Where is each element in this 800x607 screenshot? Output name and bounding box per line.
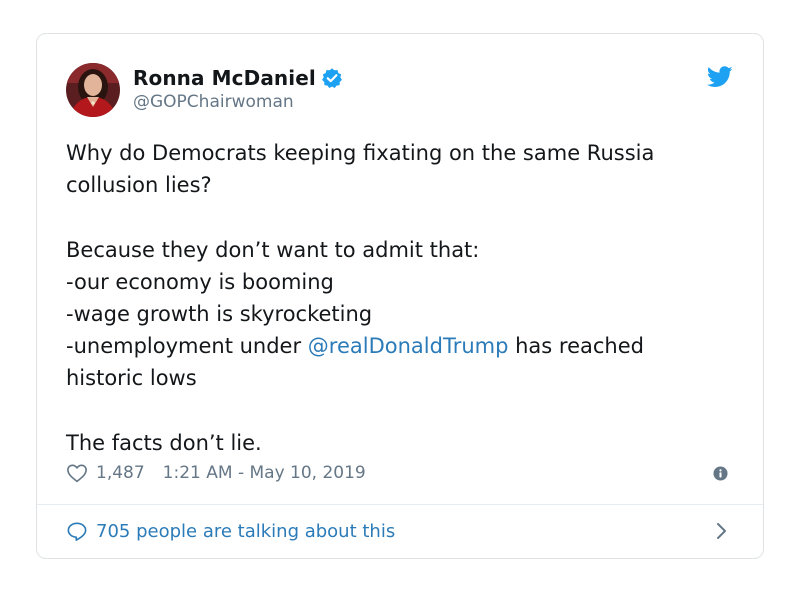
divider — [37, 504, 763, 505]
tweet-blank-line — [66, 201, 746, 233]
twitter-bird-icon[interactable] — [706, 66, 733, 88]
info-icon[interactable] — [713, 466, 728, 481]
tweet-line: Because they don’t want to admit that: — [66, 237, 480, 262]
verified-badge-icon — [321, 67, 343, 89]
talking-about-link[interactable]: 705 people are talking about this — [66, 517, 395, 545]
speech-bubble-icon — [66, 521, 88, 541]
tweet-line: collusion lies? — [66, 173, 212, 198]
talking-about-label[interactable]: 705 people are talking about this — [96, 520, 396, 542]
avatar[interactable] — [66, 63, 120, 117]
tweet-card: Ronna McDaniel @GOPChairwoman Why do Dem… — [36, 33, 764, 559]
tweet-line: historic lows — [66, 366, 197, 391]
tweet-text: Why do Democrats keeping fixating on the… — [66, 137, 746, 459]
tweet-timestamp[interactable]: 1:21 AM - May 10, 2019 — [162, 463, 366, 483]
mention-link[interactable]: @realDonaldTrump — [307, 334, 509, 359]
author-display-name[interactable]: Ronna McDaniel — [133, 66, 316, 90]
tweet-text-segment: has reached — [508, 334, 644, 359]
profile-photo-icon — [66, 63, 120, 117]
chevron-right-icon[interactable] — [715, 521, 729, 541]
tweet-meta: 1,487 1:21 AM - May 10, 2019 — [66, 459, 366, 487]
tweet-line: Why do Democrats keeping fixating on the… — [66, 141, 655, 165]
tweet-line: -wage growth is skyrocketing — [66, 302, 373, 326]
tweet-blank-line — [66, 395, 746, 427]
tweet-line-with-mention: -unemployment under @realDonaldTrump has… — [66, 330, 746, 362]
tweet-text-segment: -unemployment under — [66, 334, 308, 359]
like-count[interactable]: 1,487 — [96, 463, 145, 483]
author-name-row[interactable]: Ronna McDaniel — [133, 64, 343, 92]
tweet-line: -our economy is booming — [66, 269, 334, 294]
author-handle[interactable]: @GOPChairwoman — [133, 92, 294, 112]
heart-icon[interactable] — [66, 463, 88, 483]
tweet-line: The facts don’t lie. — [66, 430, 262, 455]
